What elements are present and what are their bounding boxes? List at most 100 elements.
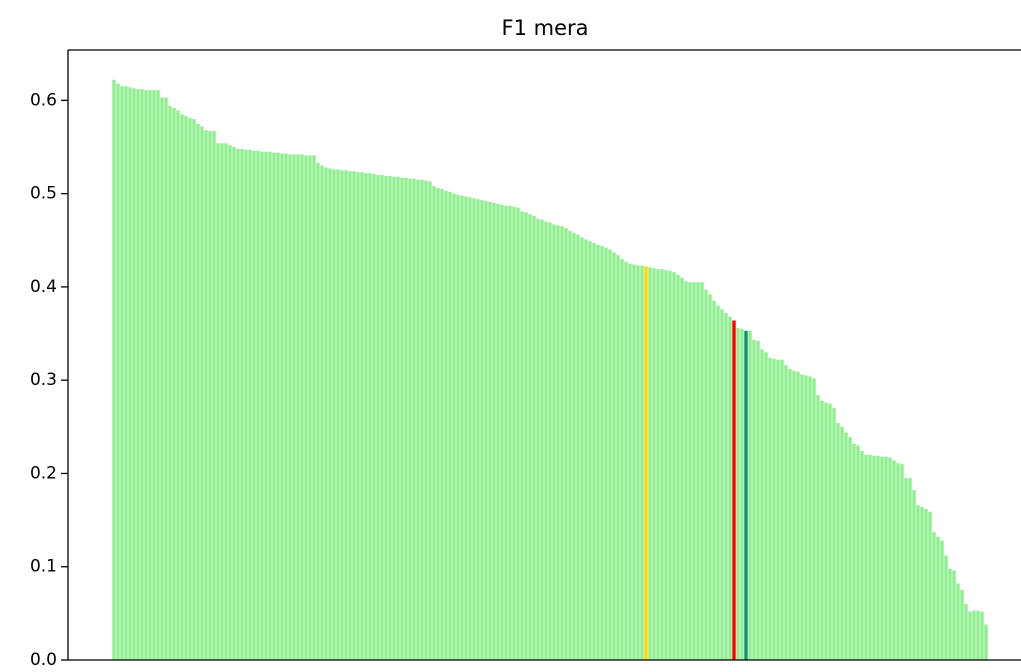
- bar: [856, 445, 860, 660]
- bar: [308, 155, 312, 660]
- bar: [196, 123, 200, 661]
- bar: [160, 97, 164, 661]
- bar: [120, 86, 124, 660]
- bar: [336, 169, 340, 661]
- bar: [892, 460, 896, 660]
- bar: [932, 532, 936, 660]
- bar: [908, 478, 912, 660]
- bar: [348, 171, 352, 660]
- bar: [220, 143, 224, 661]
- bar: [168, 105, 172, 660]
- bar: [468, 197, 472, 660]
- bar: [496, 203, 500, 660]
- bar: [948, 568, 952, 660]
- bar: [692, 282, 696, 660]
- bar: [716, 305, 720, 660]
- bar: [880, 456, 884, 660]
- bar: [732, 320, 736, 660]
- bar: [852, 443, 856, 660]
- bar: [212, 131, 216, 660]
- bar: [452, 193, 456, 660]
- bar: [924, 508, 928, 660]
- bar: [808, 376, 812, 660]
- bar: [636, 265, 640, 660]
- bar: [820, 400, 824, 660]
- bar: [224, 143, 228, 661]
- bar: [780, 359, 784, 660]
- bar: [944, 555, 948, 660]
- bar: [836, 423, 840, 660]
- bar: [516, 207, 520, 660]
- bar: [216, 143, 220, 661]
- bar: [564, 228, 568, 660]
- bar: [832, 408, 836, 660]
- bar: [840, 426, 844, 660]
- bar: [664, 270, 668, 660]
- bar: [412, 178, 416, 661]
- bar: [252, 150, 256, 660]
- bar: [872, 455, 876, 660]
- bar: [548, 222, 552, 660]
- bar: [484, 201, 488, 660]
- bar: [480, 200, 484, 660]
- bar: [324, 167, 328, 660]
- bar: [956, 583, 960, 660]
- bar: [440, 188, 444, 661]
- bar: [340, 170, 344, 660]
- bar: [164, 97, 168, 661]
- bar: [904, 478, 908, 660]
- bar: [504, 205, 508, 660]
- bar: [844, 432, 848, 660]
- bar: [660, 269, 664, 660]
- bar: [980, 611, 984, 660]
- y-tick-label: 0.3: [30, 370, 57, 390]
- bar: [588, 241, 592, 660]
- bar: [940, 540, 944, 660]
- bar: [640, 265, 644, 660]
- bar: [432, 186, 436, 660]
- y-tick-label: 0.4: [30, 277, 57, 297]
- bar: [848, 437, 852, 660]
- bar: [112, 79, 116, 660]
- bar: [156, 90, 160, 660]
- bar: [456, 194, 460, 660]
- bar: [460, 195, 464, 661]
- bar: [920, 507, 924, 660]
- bar: [332, 169, 336, 661]
- bar: [668, 271, 672, 660]
- bar: [960, 590, 964, 660]
- bar: [200, 126, 204, 661]
- bar: [648, 267, 652, 660]
- bar: [144, 90, 148, 660]
- bar: [596, 244, 600, 660]
- bar: [900, 464, 904, 660]
- bar: [128, 87, 132, 661]
- bar: [292, 154, 296, 660]
- bar: [676, 274, 680, 660]
- bar: [540, 219, 544, 660]
- bar: [684, 281, 688, 660]
- bar: [116, 83, 120, 660]
- bar: [572, 232, 576, 660]
- bar: [592, 243, 596, 660]
- bar: [556, 225, 560, 660]
- bar: [508, 205, 512, 660]
- bar: [912, 490, 916, 660]
- bar: [804, 375, 808, 660]
- bar: [748, 330, 752, 660]
- bar: [260, 151, 264, 660]
- bar: [192, 119, 196, 660]
- bar: [268, 151, 272, 660]
- bar: [608, 249, 612, 660]
- bar: [616, 255, 620, 660]
- bar: [136, 89, 140, 660]
- bar: [284, 153, 288, 660]
- bar: [380, 174, 384, 660]
- bar: [604, 247, 608, 660]
- bar: [256, 150, 260, 660]
- y-tick-label: 0.2: [30, 463, 57, 483]
- bar: [320, 165, 324, 661]
- bar: [512, 206, 516, 660]
- bar: [644, 266, 648, 660]
